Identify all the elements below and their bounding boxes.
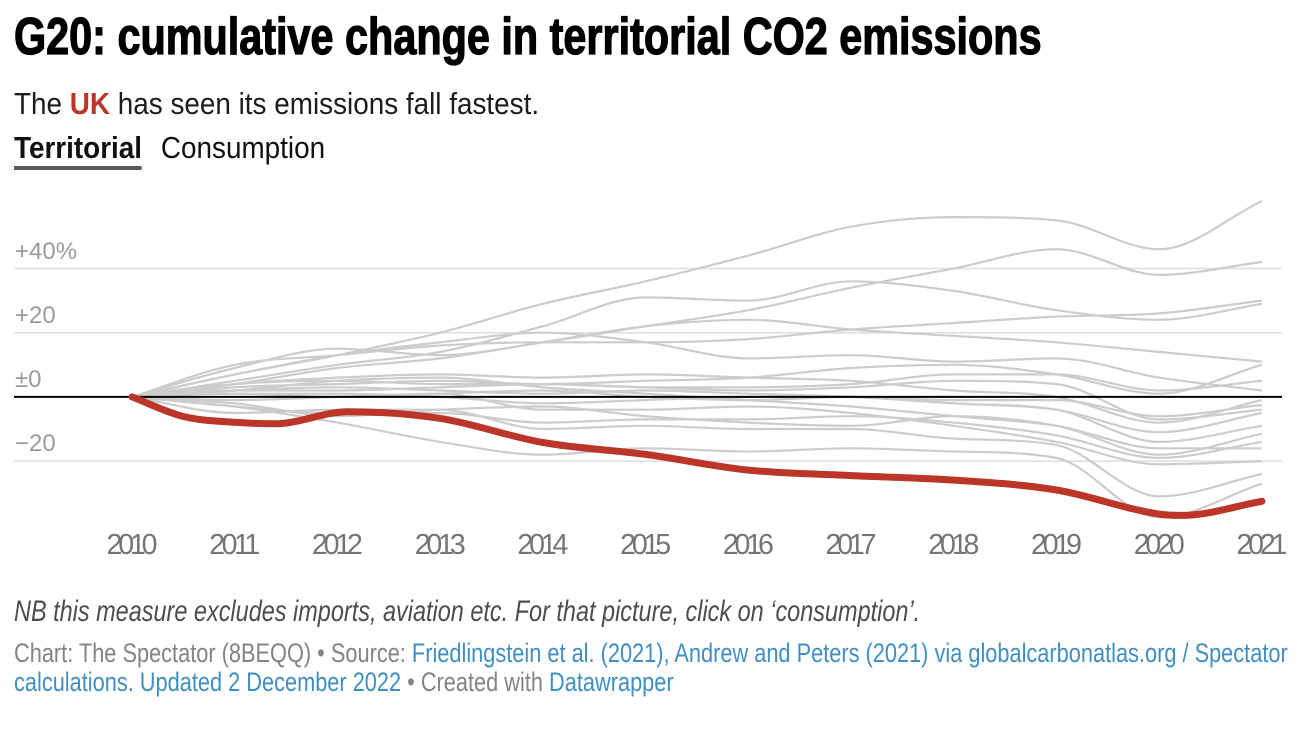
svg-text:2016: 2016 [723,529,774,561]
svg-text:2011: 2011 [209,529,260,561]
svg-text:2020: 2020 [1134,529,1185,561]
svg-text:2014: 2014 [517,529,568,561]
svg-text:2018: 2018 [928,529,979,561]
svg-text:2012: 2012 [312,529,363,561]
svg-text:+40%: +40% [15,238,77,265]
svg-text:±0: ±0 [15,366,42,393]
svg-text:−20: −20 [15,430,56,457]
svg-text:2019: 2019 [1031,529,1082,561]
svg-text:2017: 2017 [826,529,877,561]
svg-text:2010: 2010 [107,529,158,561]
svg-text:+20: +20 [15,302,56,329]
svg-text:2015: 2015 [620,529,671,561]
svg-text:2013: 2013 [415,529,466,561]
svg-text:2021: 2021 [1236,529,1287,561]
